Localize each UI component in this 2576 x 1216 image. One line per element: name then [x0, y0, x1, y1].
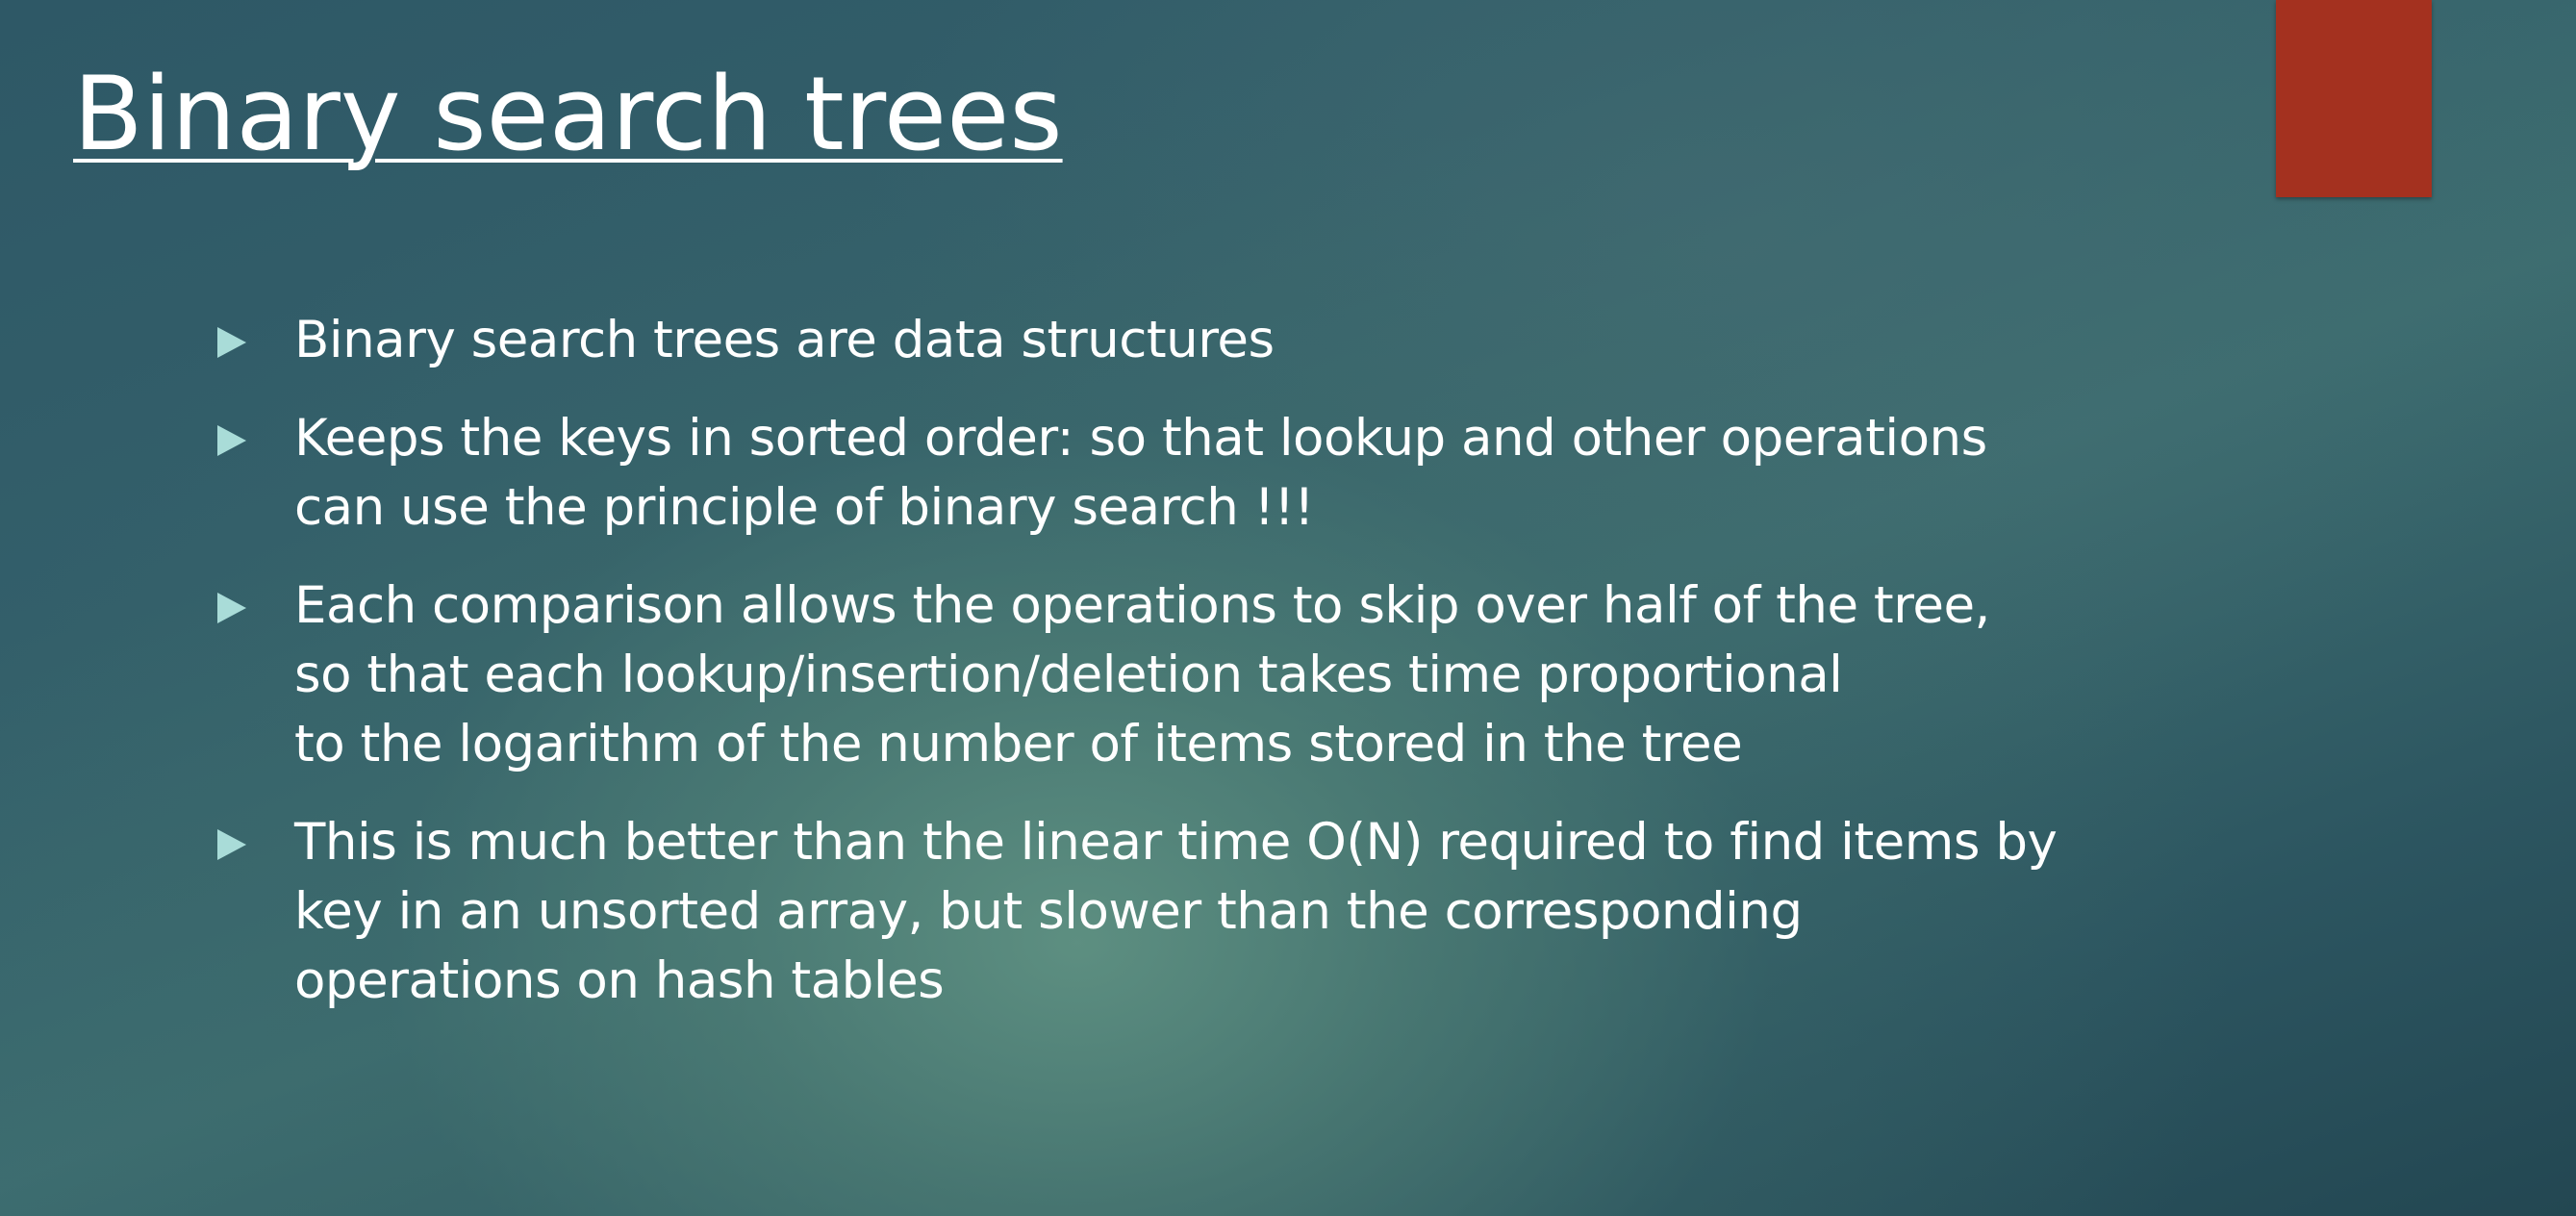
bullet-item: Each comparison allows the operations to… [217, 571, 2228, 779]
bullet-item: Binary search trees are data structures [217, 306, 2228, 375]
slide-title: Binary search trees [73, 55, 1063, 173]
bullet-item: This is much better than the linear time… [217, 808, 2228, 1016]
triangle-bullet-icon [217, 829, 246, 860]
triangle-bullet-icon [217, 327, 246, 358]
triangle-bullet-icon [217, 593, 246, 623]
bullet-text: Keeps the keys in sorted order: so that … [294, 409, 1987, 537]
bullet-text: This is much better than the linear time… [294, 813, 2058, 1010]
accent-bar [2276, 0, 2432, 197]
triangle-bullet-icon [217, 425, 246, 456]
bullet-list: Binary search trees are data structures … [217, 306, 2228, 1045]
bullet-text: Binary search trees are data structures [294, 311, 1275, 369]
bullet-item: Keeps the keys in sorted order: so that … [217, 404, 2228, 543]
bullet-text: Each comparison allows the operations to… [294, 576, 1990, 773]
